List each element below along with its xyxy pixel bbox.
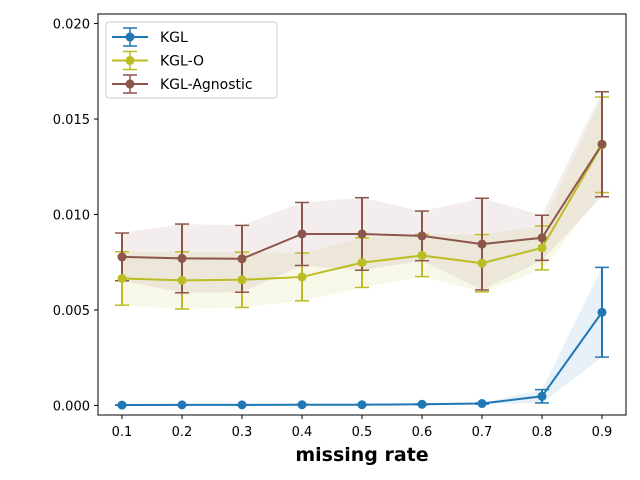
point-kgl-agnostic [117,252,127,262]
line-kgl [121,311,603,407]
legend-marker-kgl-agnostic [125,79,135,89]
point-kgl-agnostic [357,229,367,239]
point-kgl-agnostic [537,233,547,243]
y-axis: 0.000 0.005 0.010 0.015 0.020 [53,18,98,414]
y-tick-label: 0.005 [53,304,90,319]
x-tick-label: 0.7 [472,425,493,440]
point-kgl-o [297,272,307,282]
x-tick-label: 0.6 [412,425,433,440]
data-points [117,139,607,410]
legend-label-kgl-o: KGL-O [160,54,204,70]
point-kgl-o [537,243,547,253]
point-kgl-agnostic [237,254,247,264]
point-kgl-o [177,275,187,285]
legend-marker-kgl-o [125,56,135,65]
legend-label-kgl: KGL [160,30,188,46]
point-kgl-o [357,258,367,268]
legend-label-kgl-agnostic: KGL-Agnostic [160,77,253,93]
x-tick-label: 0.5 [352,425,373,440]
point-kgl-agnostic [597,139,607,149]
x-tick-label: 0.1 [112,425,133,440]
point-kgl [357,400,367,410]
point-kgl-agnostic [417,231,427,241]
point-kgl [597,307,607,317]
x-tick-label: 0.8 [532,425,553,440]
legend: KGL KGL-O KGL-Agnostic [105,21,278,99]
y-tick-label: 0.000 [53,399,90,414]
x-axis-label: missing rate [295,444,428,466]
legend-marker-kgl [125,32,135,42]
y-tick-label: 0.020 [53,18,90,33]
point-kgl [237,400,247,410]
band-kgl [122,267,602,406]
point-kgl-agnostic [177,253,187,263]
point-kgl-o [237,275,247,285]
x-tick-label: 0.3 [232,425,253,440]
point-kgl [417,399,427,409]
point-kgl-agnostic [477,239,487,249]
point-kgl-agnostic [297,229,307,239]
y-tick-label: 0.010 [53,209,90,224]
point-kgl-o [417,251,427,261]
point-kgl-o [477,258,487,268]
point-kgl [477,399,487,409]
y-tick-label: 0.015 [53,113,90,128]
x-tick-label: 0.4 [292,425,313,440]
point-kgl [117,400,127,410]
x-tick-label: 0.2 [172,425,193,440]
point-kgl-o [117,273,127,283]
x-axis: 0.1 0.2 0.3 0.4 0.5 0.6 0.7 0.8 0.9 [112,415,613,440]
legend-box [105,21,278,99]
point-kgl [297,400,307,410]
point-kgl [177,400,187,410]
point-kgl [537,391,547,401]
x-tick-label: 0.9 [592,425,613,440]
